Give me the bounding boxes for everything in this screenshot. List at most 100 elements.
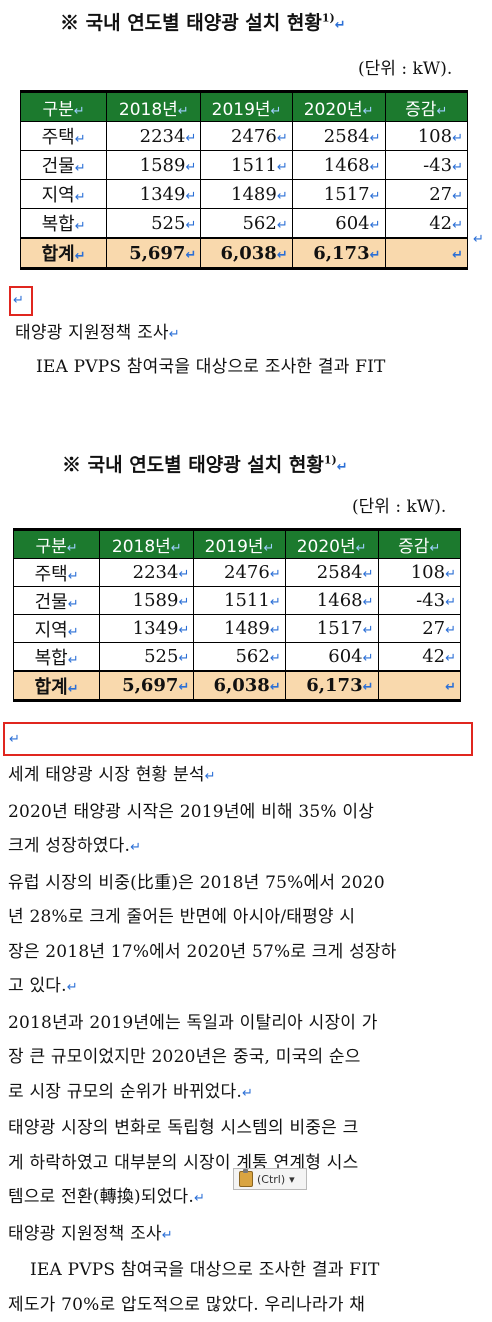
return-mark: ↵ — [356, 541, 367, 556]
table-cell: 108↵ — [378, 559, 460, 587]
cell-text: 42 — [429, 213, 452, 234]
install-table-1: 구분↵2018년↵2019년↵2020년↵증감↵주택↵2234↵2476↵258… — [20, 90, 468, 270]
cell-text: 건물 — [35, 592, 68, 613]
selection-box[interactable] — [3, 722, 473, 756]
return-mark: ↵ — [162, 1228, 173, 1243]
cell-text: -43 — [416, 590, 445, 611]
return-mark: ↵ — [67, 541, 78, 556]
cell-text: 1489 — [224, 618, 270, 639]
table-cell: 1517↵ — [285, 615, 378, 643]
return-mark: ↵ — [277, 160, 288, 175]
body-line: 2018년과 2019년에는 독일과 이탈리아 시장이 가 — [8, 1006, 397, 1041]
table-header-row: 구분↵2018년↵2019년↵2020년↵증감↵ — [14, 530, 461, 559]
return-mark: ↵ — [445, 567, 456, 582]
return-mark: ↵ — [370, 160, 381, 175]
table-cell: 1517↵ — [292, 180, 385, 209]
table-row: 주택↵2234↵2476↵2584↵108↵ — [14, 559, 461, 587]
table-cell: 108↵ — [385, 122, 467, 151]
cell-text: 2019년 — [205, 537, 264, 557]
table-cell: 42↵ — [385, 209, 467, 239]
cell-text: 1349 — [133, 618, 179, 639]
cell-text: 2584 — [324, 126, 370, 147]
return-mark: ↵ — [68, 597, 79, 612]
body-line: IEA PVPS 참여국을 대상으로 조사한 결과 FIT — [8, 1253, 397, 1288]
table-cell: 6,173↵ — [292, 238, 385, 269]
table-header-cell: 구분↵ — [21, 92, 107, 122]
cell-text: 6,038 — [220, 243, 276, 264]
cell-text: 5,697 — [129, 243, 185, 264]
table-header-cell: 2018년↵ — [107, 92, 201, 122]
cell-text: 지역 — [35, 620, 68, 641]
body-line: 태양광 지원정책 조사↵ — [8, 1217, 397, 1254]
return-mark: ↵ — [270, 623, 281, 638]
table-header-cell: 2020년↵ — [292, 92, 385, 122]
table-row: 지역↵1349↵1489↵1517↵27↵ — [14, 615, 461, 643]
return-mark: ↵ — [75, 219, 86, 234]
cell-text: 525 — [144, 646, 178, 667]
return-mark: ↵ — [9, 732, 20, 747]
return-mark: ↵ — [445, 680, 456, 695]
paste-options-button[interactable]: (Ctrl) ▾ — [233, 1168, 307, 1190]
cell-text: 108 — [411, 562, 445, 583]
return-mark: ↵ — [75, 190, 86, 205]
return-mark: ↵ — [370, 131, 381, 146]
return-mark: ↵ — [277, 218, 288, 233]
cell-text: 27 — [429, 184, 452, 205]
return-mark: ↵ — [445, 651, 456, 666]
table-cell: 6,038↵ — [201, 238, 292, 269]
cell-text: 1511 — [231, 155, 277, 176]
cell-text: 구분 — [43, 100, 74, 120]
table-cell: 지역↵ — [21, 180, 107, 209]
return-mark: ↵ — [370, 189, 381, 204]
table-cell: 건물↵ — [21, 151, 107, 180]
body-line: 크게 성장하였다.↵ — [8, 829, 397, 866]
return-mark: ↵ — [277, 131, 288, 146]
return-mark: ↵ — [270, 595, 281, 610]
return-mark: ↵ — [277, 189, 288, 204]
return-mark: ↵ — [363, 104, 374, 119]
table-cell: -43↵ — [385, 151, 467, 180]
table-cell: 6,173↵ — [285, 671, 378, 701]
cell-text: 6,173 — [306, 675, 362, 696]
chevron-down-icon: ▾ — [289, 1173, 295, 1186]
body-line: 장은 2018년 17%에서 2020년 57%로 크게 성장하 — [8, 935, 397, 970]
return-mark: ↵ — [242, 1086, 253, 1101]
table-cell: 604↵ — [285, 643, 378, 672]
table-cell: 27↵ — [378, 615, 460, 643]
cell-text: 건물 — [42, 156, 75, 177]
body-text: 세계 태양광 시장 현황 분석↵2020년 태양광 시작은 2019년에 비해 … — [8, 758, 397, 1322]
return-mark: ↵ — [194, 1191, 205, 1206]
body-line: 유럽 시장의 비중(比重)은 2018년 75%에서 2020 — [8, 866, 397, 901]
cell-text: 604 — [335, 213, 369, 234]
cell-text: 1468 — [317, 590, 363, 611]
return-mark: ↵ — [68, 569, 79, 584]
cell-text: 합계 — [42, 244, 75, 265]
table-cell: 5,697↵ — [107, 238, 201, 269]
return-mark: ↵ — [270, 680, 281, 695]
cell-text: 1517 — [317, 618, 363, 639]
table-cell: 6,038↵ — [194, 671, 285, 701]
body-line: 게 하락하였고 대부분의 시장이 계통 연계형 시스 — [8, 1146, 397, 1181]
table-cell: 2584↵ — [292, 122, 385, 151]
table-cell: 1511↵ — [194, 587, 285, 615]
table-header-cell: 2019년↵ — [194, 530, 285, 559]
cell-text: 지역 — [42, 185, 75, 206]
table-cell: 1589↵ — [100, 587, 194, 615]
table-cell: 1349↵ — [107, 180, 201, 209]
table-cell: 합계↵ — [21, 238, 107, 269]
unit-label-2: (단위 : kW). — [352, 492, 446, 517]
return-mark: ↵ — [277, 248, 288, 263]
table-cell: 2584↵ — [285, 559, 378, 587]
return-mark: ↵ — [67, 980, 78, 995]
table-header-cell: 2018년↵ — [100, 530, 194, 559]
table-row: 건물↵1589↵1511↵1468↵-43↵ — [14, 587, 461, 615]
return-mark: ↵ — [68, 653, 79, 668]
cell-text: 604 — [328, 646, 362, 667]
table-cell: 42↵ — [378, 643, 460, 672]
table-cell: 525↵ — [100, 643, 194, 672]
return-mark: ↵ — [473, 232, 484, 247]
return-mark: ↵ — [270, 567, 281, 582]
return-mark: ↵ — [178, 680, 189, 695]
return-mark: ↵ — [74, 104, 85, 119]
cell-text: 2234 — [133, 562, 179, 583]
